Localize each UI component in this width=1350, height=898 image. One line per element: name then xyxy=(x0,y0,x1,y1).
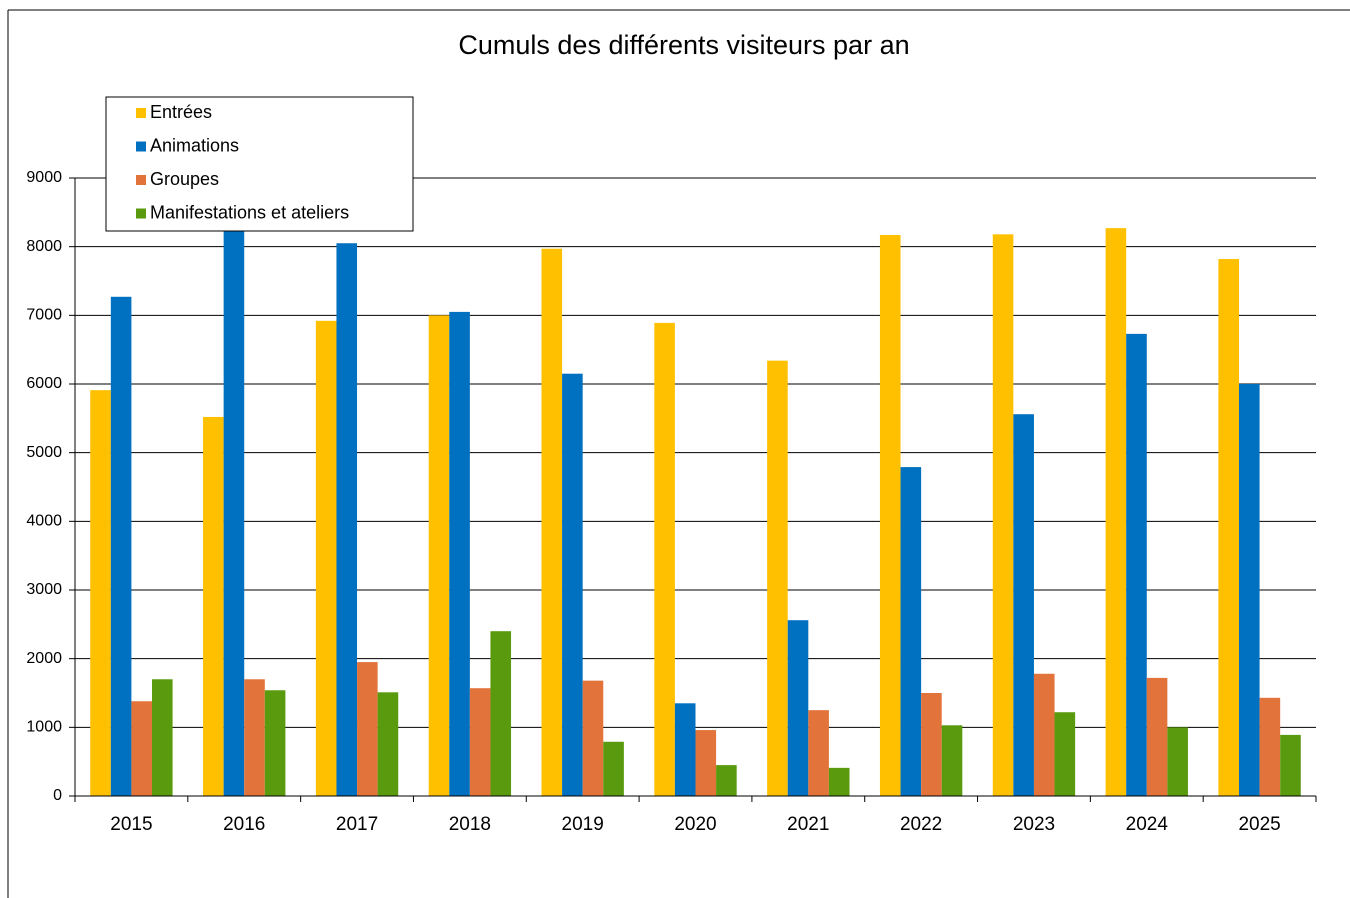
bar xyxy=(582,680,604,796)
bar xyxy=(674,703,696,796)
legend-label: Groupes xyxy=(150,169,219,189)
y-tick-label: 2000 xyxy=(26,650,62,667)
bar xyxy=(879,234,901,796)
bar xyxy=(1054,712,1076,796)
bar xyxy=(603,741,624,796)
x-tick-label: 2025 xyxy=(1238,814,1280,835)
legend: Entrées Animations Groupes Manifestations e… xyxy=(105,96,414,232)
bar xyxy=(203,416,224,796)
bar xyxy=(767,360,788,796)
bar xyxy=(1146,677,1168,796)
bar xyxy=(223,226,245,797)
bar xyxy=(357,662,378,796)
x-tick-label: 2020 xyxy=(674,814,716,835)
legend-label: Entrées xyxy=(150,102,212,122)
bar xyxy=(900,467,922,796)
bar xyxy=(716,765,737,796)
bar xyxy=(336,243,358,796)
x-tick-label: 2017 xyxy=(336,814,378,835)
bar xyxy=(469,688,491,796)
legend-label: Manifestations et ateliers xyxy=(150,202,349,222)
bar xyxy=(490,631,512,796)
legend-swatch xyxy=(136,208,146,219)
x-tick-label: 2019 xyxy=(562,814,604,835)
bar xyxy=(541,248,563,796)
y-tick-label: 0 xyxy=(53,787,62,804)
x-tick-label: 2016 xyxy=(223,814,265,835)
x-tick-label: 2022 xyxy=(900,814,942,835)
y-tick-label: 7000 xyxy=(26,307,62,324)
legend-swatch xyxy=(136,141,146,152)
bar xyxy=(1280,734,1301,796)
bar xyxy=(787,620,809,796)
y-tick-label: 9000 xyxy=(26,169,62,186)
bar xyxy=(695,730,717,796)
y-tick-label: 8000 xyxy=(26,238,62,255)
bar xyxy=(315,320,337,796)
x-tick-label: 2021 xyxy=(787,814,829,835)
bar xyxy=(428,315,450,796)
bar xyxy=(808,710,829,796)
bar xyxy=(264,690,286,796)
bar xyxy=(562,373,583,796)
bar xyxy=(1013,414,1034,796)
y-tick-label: 1000 xyxy=(26,719,62,736)
chart-title: Cumuls des différents visiteurs par an xyxy=(458,30,909,60)
legend-box xyxy=(105,96,414,232)
legend-swatch xyxy=(136,175,146,185)
bar xyxy=(244,679,265,796)
y-tick-label: 6000 xyxy=(26,375,62,392)
x-tick-label: 2015 xyxy=(110,814,152,835)
bar xyxy=(654,322,675,796)
bar xyxy=(131,701,152,796)
x-tick-label: 2023 xyxy=(1013,814,1055,835)
y-tick-label: 5000 xyxy=(26,444,62,461)
bar xyxy=(921,693,942,796)
bar xyxy=(1239,384,1260,796)
bar xyxy=(110,296,132,796)
bar xyxy=(1033,673,1055,796)
bar xyxy=(828,767,850,796)
bar xyxy=(1105,228,1127,797)
legend-label: Animations xyxy=(150,135,239,155)
x-tick-label: 2018 xyxy=(449,814,491,835)
bar xyxy=(449,311,470,796)
bar xyxy=(377,692,399,796)
bar xyxy=(151,679,173,796)
bar xyxy=(992,234,1014,797)
bar xyxy=(1167,727,1188,796)
x-tick-label: 2024 xyxy=(1126,814,1169,835)
y-tick-label: 3000 xyxy=(26,581,62,598)
bar xyxy=(941,725,963,796)
legend-swatch xyxy=(136,108,146,118)
bar xyxy=(90,390,111,796)
plot-area: 0 1000 2000 3000 4000 5000 6000 7000 8000 9000 201… xyxy=(26,169,1317,835)
bar xyxy=(1126,333,1147,796)
y-tick-label: 4000 xyxy=(26,513,62,530)
bar xyxy=(1259,697,1281,796)
bar xyxy=(1218,259,1240,796)
